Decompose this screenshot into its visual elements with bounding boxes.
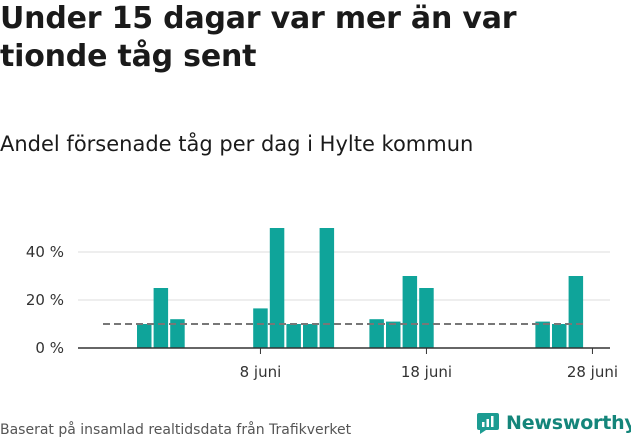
brand-name: Newsworthy (506, 412, 631, 434)
x-tick-label: 8 juni (240, 363, 282, 381)
chart-title: Under 15 dagar var mer än var tionde tåg… (0, 1, 517, 74)
x-tick-label: 28 juni (567, 363, 618, 381)
bar-series (137, 228, 584, 348)
bar (153, 288, 169, 348)
bar (170, 319, 185, 348)
bar (137, 324, 152, 348)
bar (369, 319, 384, 348)
bar (419, 288, 434, 348)
bar (402, 276, 418, 348)
y-tick-label: 40 % (26, 243, 64, 261)
bar (286, 324, 301, 348)
bar (269, 228, 285, 348)
bar (552, 324, 567, 348)
y-tick-label: 20 % (26, 291, 64, 309)
bar (568, 276, 584, 348)
source-note: Baserat på insamlad realtidsdata från Tr… (0, 422, 352, 438)
brand-logo-group[interactable]: Newsworthy (476, 410, 631, 436)
x-tick-label: 18 juni (401, 363, 452, 381)
bar (253, 308, 268, 348)
bar (386, 321, 401, 348)
bar (535, 321, 550, 348)
y-tick-label: 0 % (35, 339, 64, 357)
newsworthy-logo-icon (477, 413, 499, 434)
axes: 0 % 20 % 40 % 8 juni 18 juni 28 juni (26, 243, 618, 381)
chart-subtitle: Andel försenade tåg per dag i Hylte komm… (0, 132, 474, 156)
bar (303, 324, 318, 348)
bar (319, 228, 335, 348)
